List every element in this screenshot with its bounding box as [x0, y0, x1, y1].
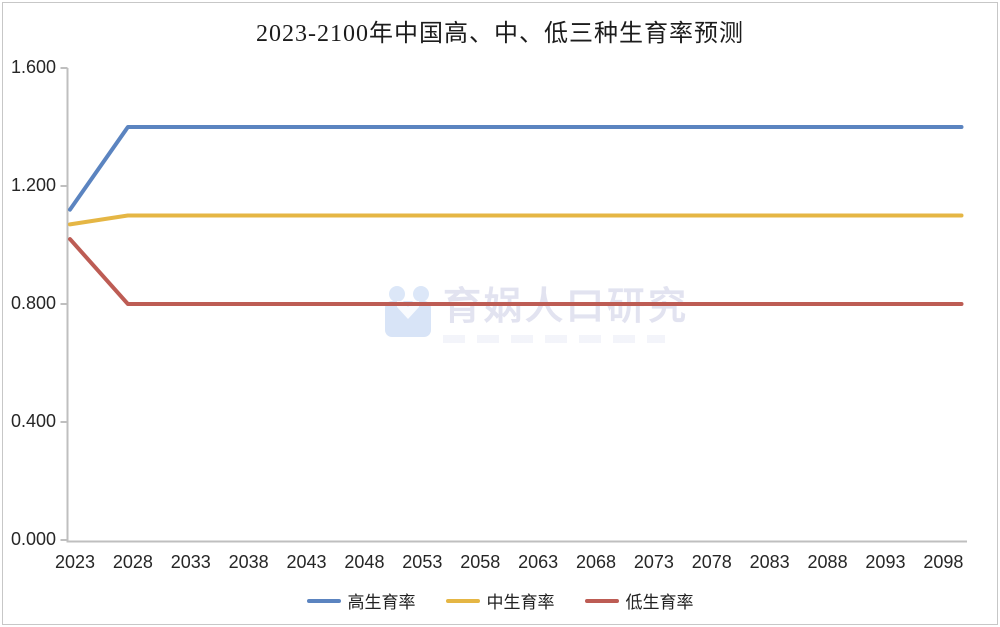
x-tick-label: 2093 [865, 552, 906, 572]
legend: 高生育率 中生育率 低生育率 [0, 588, 1000, 613]
y-tick-label: 0.400 [10, 411, 56, 431]
x-tick-label: 2073 [633, 552, 674, 572]
legend-swatch-low [584, 598, 619, 603]
legend-label-medium: 中生育率 [486, 593, 555, 612]
series-line-high [68, 125, 964, 212]
legend-item-medium: 中生育率 [445, 588, 555, 613]
x-tick-label: 2078 [691, 552, 732, 572]
x-tick-label: 2028 [112, 552, 153, 572]
chart-title: 2023-2100年中国高、中、低三种生育率预测 [256, 21, 744, 47]
axis-lines [60, 67, 967, 543]
y-tick-label: 1.600 [10, 57, 56, 77]
x-tick-label: 2038 [228, 552, 269, 572]
x-tick-label: 2088 [807, 552, 848, 572]
x-tick-label: 2033 [170, 552, 211, 572]
series-line-medium [68, 213, 964, 227]
x-tick-label: 2053 [402, 552, 443, 572]
yuwa-logo-icon [385, 286, 431, 337]
legend-label-high: 高生育率 [347, 593, 416, 612]
series-line-low [68, 237, 964, 306]
watermark-text: 育娲人口研究 [443, 286, 690, 328]
legend-item-high: 高生育率 [306, 588, 416, 613]
x-tick-label: 2098 [923, 552, 964, 572]
x-tick-label: 2043 [286, 552, 327, 572]
watermark: 育娲人口研究 [383, 285, 690, 343]
x-tick-label: 2058 [460, 552, 501, 572]
watermark-subtext-marks [443, 335, 665, 343]
x-tick-label: 2048 [344, 552, 385, 572]
y-tick-label: 0.000 [10, 529, 56, 549]
y-tick-label: 1.200 [10, 175, 56, 195]
legend-label-low: 低生育率 [625, 593, 694, 612]
x-tick-label: 2068 [575, 552, 617, 572]
y-tick-label: 0.800 [10, 293, 56, 313]
legend-item-low: 低生育率 [584, 588, 694, 613]
x-tick-label: 2023 [54, 552, 96, 572]
legend-swatch-high [306, 598, 341, 603]
x-tick-label: 2083 [749, 552, 790, 572]
x-tick-label: 2063 [518, 552, 559, 572]
legend-swatch-medium [445, 598, 480, 603]
